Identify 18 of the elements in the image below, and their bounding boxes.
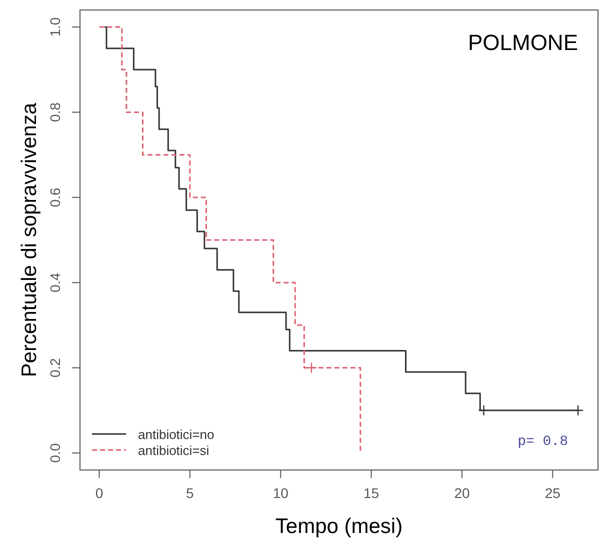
y-tick-label: 1.0 — [47, 17, 63, 37]
x-tick-label: 25 — [544, 485, 561, 501]
y-axis-title: Percentuale di sopravvivenza — [18, 102, 41, 378]
legend-label: antibiotici=si — [138, 443, 210, 458]
text: POLMONE — [468, 30, 578, 55]
x-tick-label: 5 — [186, 485, 194, 501]
x-tick-label: 20 — [454, 485, 470, 501]
y-tick-label: 0.4 — [47, 272, 63, 292]
annotation: p= 0.8 — [518, 434, 568, 450]
y-tick-label: 0.0 — [47, 443, 63, 463]
x-tick-label: 0 — [95, 485, 104, 501]
y-tick-label: 0.6 — [47, 187, 63, 208]
x-tick-label: 15 — [363, 485, 380, 501]
legend-label: antibiotici=no — [138, 427, 214, 442]
x-axis-title: Tempo (mesi) — [275, 515, 403, 538]
y-tick-label: 0.2 — [47, 358, 63, 378]
y-tick-label: 0.8 — [47, 102, 63, 122]
x-tick-label: 10 — [272, 485, 289, 501]
